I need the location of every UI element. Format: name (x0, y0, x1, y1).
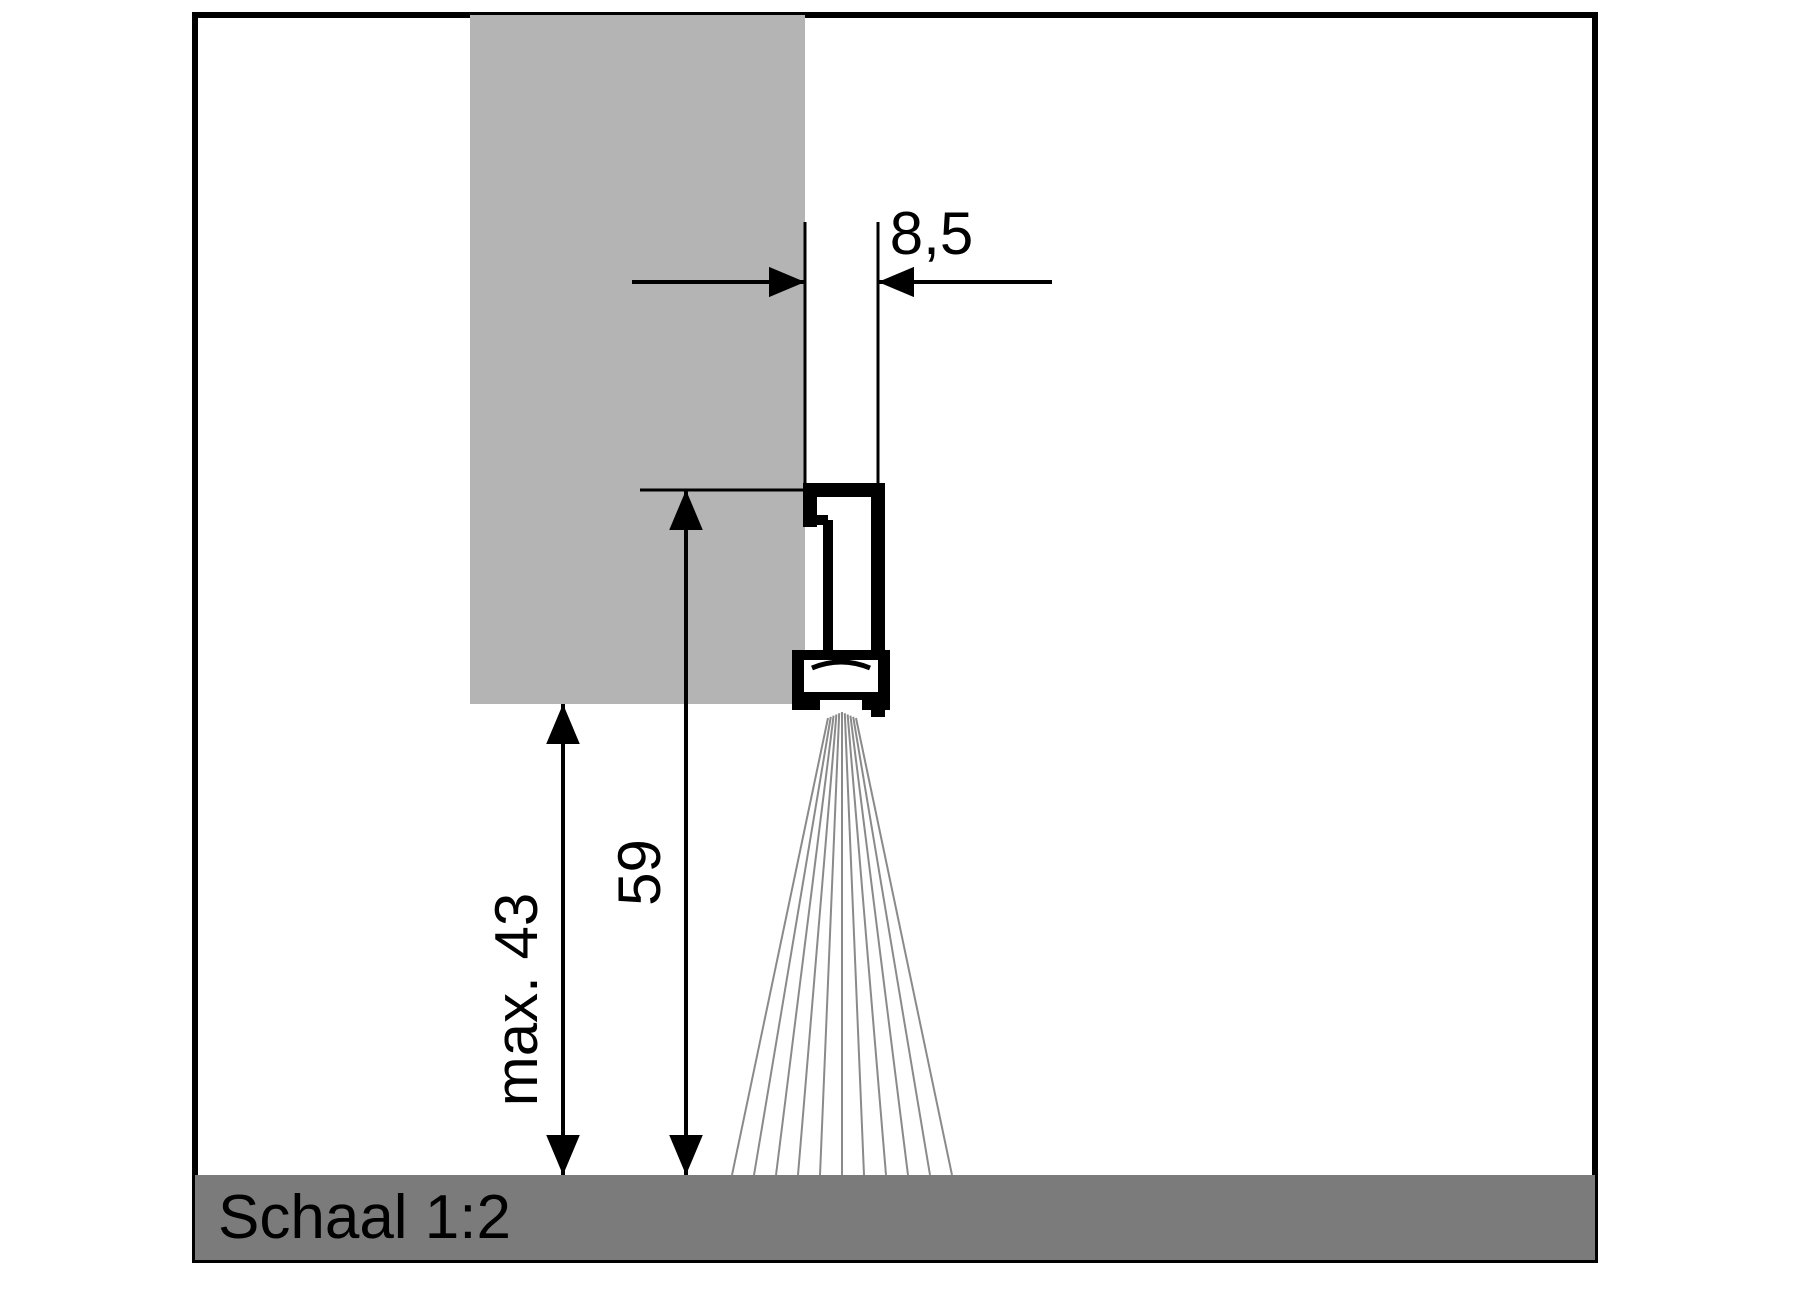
diagram-svg: 8,5 59 max. 43 Schaal 1:2 (0, 0, 1794, 1300)
dimension-8-5-label: 8,5 (890, 200, 973, 267)
figure-container: { "type": "engineering-section-diagram",… (0, 0, 1794, 1300)
dimension-max43-label: max. 43 (483, 893, 550, 1106)
dimension-59-label: 59 (606, 839, 673, 906)
door-panel (470, 15, 805, 704)
scale-label: Schaal 1:2 (218, 1183, 511, 1252)
